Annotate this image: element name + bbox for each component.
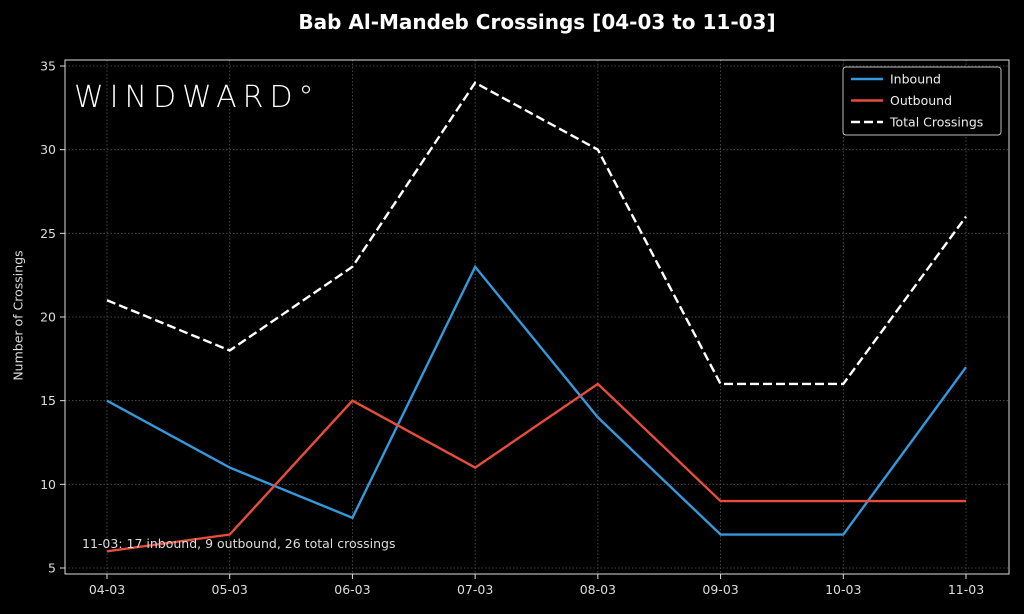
y-tick-label: 20: [40, 310, 56, 325]
series-outbound: [106, 382, 966, 553]
y-tick-label: 35: [40, 59, 56, 74]
latest-annotation: 11-03: 17 inbound, 9 outbound, 26 total …: [82, 536, 395, 551]
x-tick-label: 08-03: [580, 582, 616, 597]
chart-title: Bab Al-Mandeb Crossings [04-03 to 11-03]: [298, 10, 776, 34]
y-tick-label: 15: [40, 393, 56, 408]
x-tick-label: 09-03: [702, 582, 738, 597]
x-tick-label: 04-03: [89, 582, 125, 597]
y-tick-label: 30: [40, 142, 56, 157]
x-tick-label: 06-03: [334, 582, 370, 597]
x-tick-label: 05-03: [212, 582, 248, 597]
legend-label: Inbound: [890, 72, 941, 87]
series-inbound: [106, 264, 967, 536]
y-tick-label: 10: [40, 477, 56, 492]
legend-box: [842, 66, 1002, 136]
x-axis: 04-03 05-03 06-03 07-03 08-03 09-03 10-03 11-03: [89, 574, 984, 597]
legend-label: Total Crossings: [889, 115, 983, 130]
series-total-crossings: [106, 81, 967, 386]
legend: Inbound Outbound Total Crossings: [842, 66, 1002, 136]
legend-label: Outbound: [890, 93, 952, 108]
windward-watermark: WINDWARD°: [74, 80, 320, 115]
y-axis: 5 10 15 20 25 30 35: [40, 59, 65, 576]
y-tick-label: 25: [40, 226, 56, 241]
series-lines: [106, 81, 967, 553]
x-tick-label: 10-03: [825, 582, 861, 597]
y-tick-label: 5: [48, 561, 56, 576]
grid: [65, 60, 1009, 574]
x-tick-label: 11-03: [948, 582, 984, 597]
x-tick-label: 07-03: [457, 582, 493, 597]
